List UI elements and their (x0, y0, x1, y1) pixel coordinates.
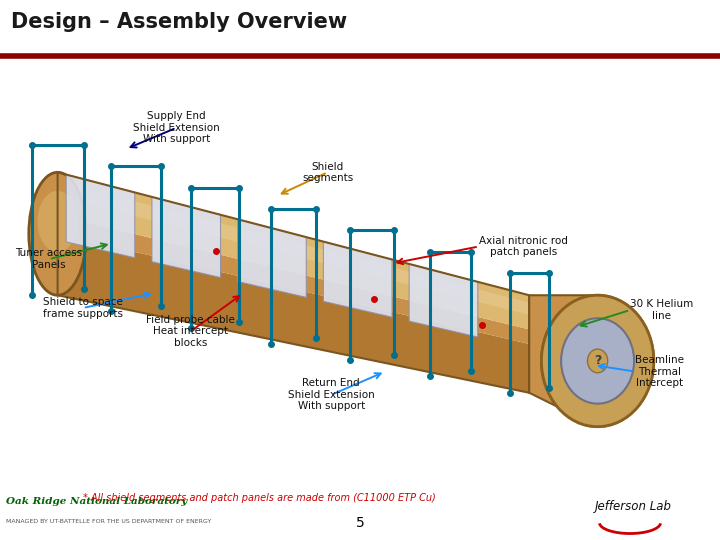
Ellipse shape (588, 349, 608, 373)
Text: Supply End
Shield Extension
With support: Supply End Shield Extension With support (133, 111, 220, 144)
Text: Field probe cable
Heat intercept
blocks: Field probe cable Heat intercept blocks (146, 315, 235, 348)
Text: Beamline
Thermal
Intercept: Beamline Thermal Intercept (635, 355, 684, 388)
Text: Jefferson Lab: Jefferson Lab (595, 500, 672, 513)
Ellipse shape (29, 172, 86, 295)
Text: Oak Ridge National Laboratory: Oak Ridge National Laboratory (6, 497, 187, 505)
Polygon shape (58, 234, 529, 393)
Polygon shape (529, 295, 598, 427)
Ellipse shape (541, 295, 654, 427)
Text: MANAGED BY UT-BATTELLE FOR THE US DEPARTMENT OF ENERGY: MANAGED BY UT-BATTELLE FOR THE US DEPART… (6, 518, 211, 524)
Polygon shape (409, 264, 478, 337)
Text: Axial nitronic rod
patch panels: Axial nitronic rod patch panels (479, 235, 567, 257)
Text: Tuner access
Panels: Tuner access Panels (15, 248, 83, 270)
Polygon shape (323, 241, 392, 317)
Text: Shield
segments: Shield segments (302, 161, 354, 183)
Text: * All shield segments and patch panels are made from (C11000 ETP Cu): * All shield segments and patch panels a… (83, 493, 436, 503)
Polygon shape (58, 172, 529, 329)
Polygon shape (58, 215, 529, 344)
Polygon shape (238, 219, 306, 298)
Text: ?: ? (594, 354, 601, 367)
Text: Shield to space
frame supports: Shield to space frame supports (42, 297, 123, 319)
Ellipse shape (37, 191, 78, 252)
Ellipse shape (541, 295, 654, 427)
Text: 30 K Helium
line: 30 K Helium line (630, 299, 693, 321)
Polygon shape (66, 174, 135, 258)
Text: 5: 5 (356, 516, 364, 530)
Text: Design – Assembly Overview: Design – Assembly Overview (11, 12, 347, 32)
Polygon shape (58, 181, 529, 315)
Ellipse shape (561, 318, 634, 404)
Text: Return End
Shield Extension
With support: Return End Shield Extension With support (288, 378, 374, 411)
Polygon shape (152, 197, 220, 278)
